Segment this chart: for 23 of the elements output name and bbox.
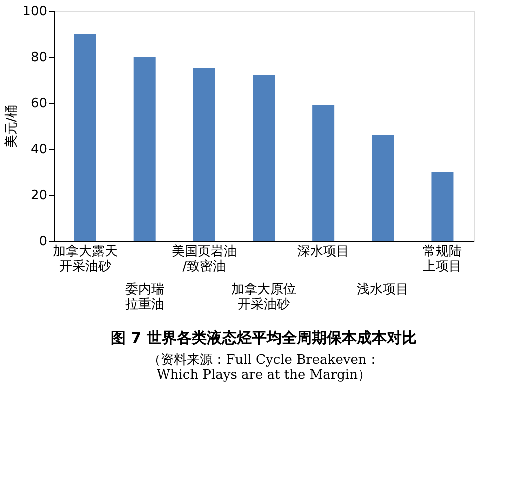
- text: 图 7 世界各类液态烃平均全周期保本成本对比: [111, 329, 417, 347]
- x-tick-label: 深水项目: [298, 244, 350, 260]
- x-tick-label: 委内瑞拉重油: [125, 282, 164, 312]
- bar: [312, 105, 335, 241]
- text: （资料来源：Full Cycle Breakeven： Which Plays are at the Margin）: [148, 353, 380, 383]
- y-tick-label: 40: [30, 142, 48, 158]
- bar: [253, 75, 275, 241]
- bar: [134, 57, 156, 241]
- y-tick-label: 100: [22, 4, 48, 20]
- x-tick-label: 加拿大原位开采油砂: [232, 282, 296, 312]
- x-tick-label: 浅水项目: [357, 282, 410, 298]
- y-tick-label: 20: [30, 188, 48, 204]
- bar: [74, 34, 96, 241]
- y-axis-title: 美元/桶: [4, 104, 20, 148]
- y-tick-label: 80: [30, 50, 48, 66]
- bar: [432, 172, 454, 241]
- bar: [193, 68, 216, 241]
- y-tick-label: 60: [30, 96, 48, 112]
- x-tick-label: 加拿大露天开采油砂: [52, 244, 118, 274]
- y-tick-label: 0: [39, 234, 48, 250]
- x-tick-label: 常规陆上项目: [423, 244, 462, 274]
- x-tick-label: 美国页岩油/致密油: [172, 244, 237, 274]
- bar: [372, 135, 394, 241]
